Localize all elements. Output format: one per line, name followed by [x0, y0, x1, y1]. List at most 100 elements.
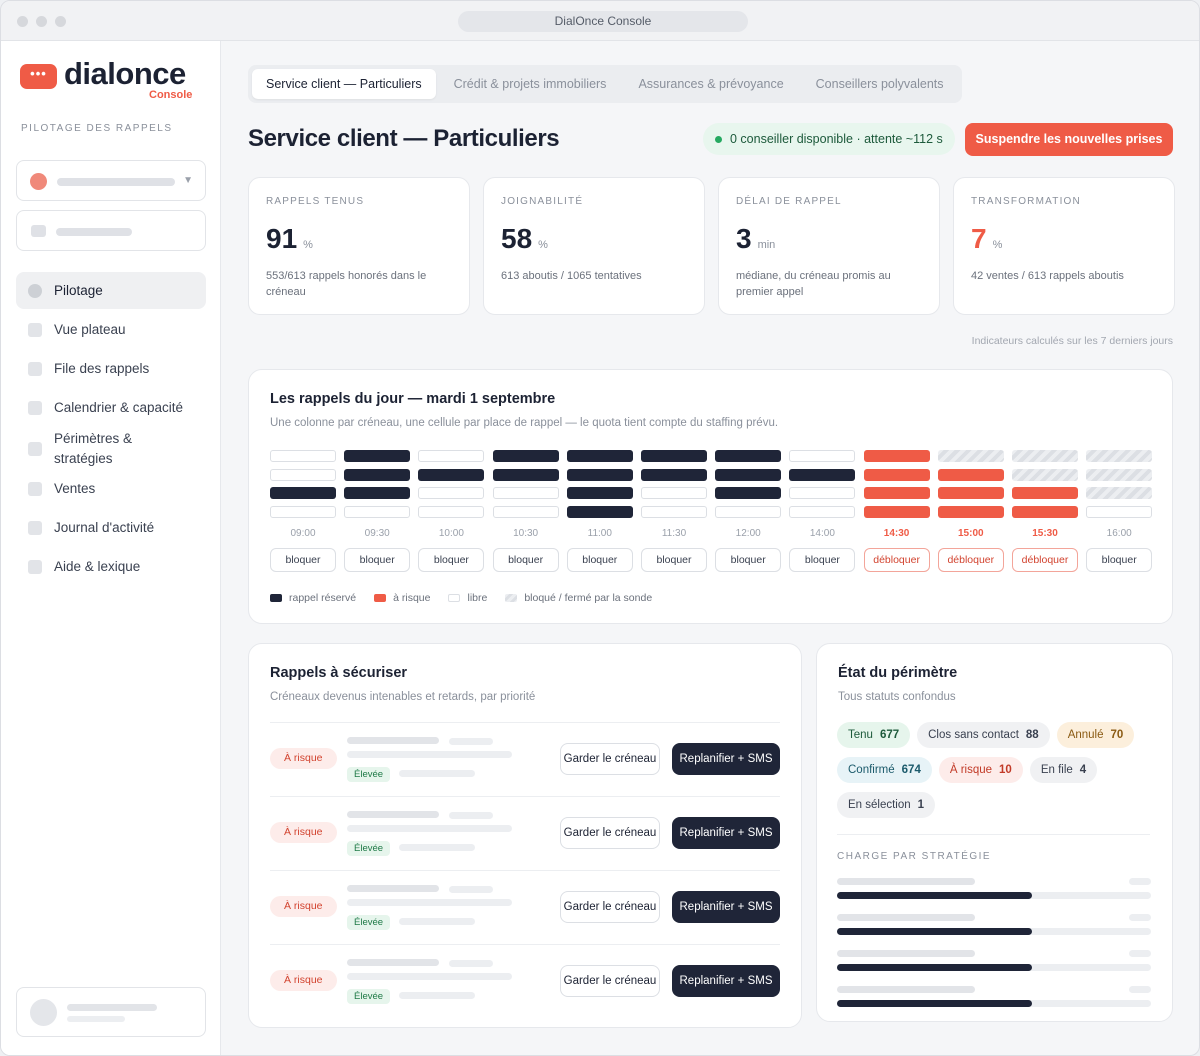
slot-cell-risk[interactable]: [937, 487, 1004, 500]
kpi-unit: %: [992, 239, 1003, 251]
tab-service-client[interactable]: Service client — Particuliers: [252, 69, 436, 99]
sidebar-item-file-des-rappels[interactable]: File des rappels: [16, 350, 206, 387]
slot-cell-res[interactable]: [715, 468, 782, 481]
block-slot-button[interactable]: bloquer: [715, 548, 782, 572]
slot-cell-res[interactable]: [492, 468, 559, 481]
slot-cell-res[interactable]: [789, 468, 856, 481]
slot-cell-free[interactable]: [418, 506, 485, 519]
slot-cell-res[interactable]: [566, 450, 633, 462]
replan-sms-button[interactable]: Replanifier + SMS: [672, 743, 780, 775]
slot-cell-free[interactable]: [270, 450, 336, 462]
status-chip[interactable]: Clos sans contact 88: [917, 722, 1050, 748]
slot-cell-risk[interactable]: [863, 506, 930, 519]
status-chip[interactable]: Confirmé 674: [837, 757, 932, 783]
slot-cell-free[interactable]: [418, 450, 485, 462]
keep-slot-button[interactable]: Garder le créneau: [560, 965, 660, 997]
slot-cell-free[interactable]: [492, 506, 559, 519]
keep-slot-button[interactable]: Garder le créneau: [560, 743, 660, 775]
keep-slot-button[interactable]: Garder le créneau: [560, 891, 660, 923]
block-slot-button[interactable]: bloquer: [492, 548, 559, 572]
sidebar-item-journal[interactable]: Journal d'activité: [16, 509, 206, 546]
status-chip[interactable]: En file 4: [1029, 757, 1098, 783]
block-slot-button[interactable]: bloquer: [1086, 548, 1153, 572]
close-window-icon[interactable]: [17, 16, 28, 27]
slot-cell-res[interactable]: [566, 468, 633, 481]
slot-cell-free[interactable]: [344, 506, 411, 519]
sidebar-item-calendrier[interactable]: Calendrier & capacité: [16, 389, 206, 426]
account-selector[interactable]: ▼: [16, 160, 206, 201]
block-slot-button[interactable]: bloquer: [641, 548, 707, 572]
tab-conseillers-polyvalents[interactable]: Conseillers polyvalents: [815, 77, 944, 91]
zoom-window-icon[interactable]: [55, 16, 66, 27]
replan-sms-button[interactable]: Replanifier + SMS: [672, 817, 780, 849]
slot-cell-res[interactable]: [715, 487, 782, 500]
secure-callbacks-subtitle: Créneaux devenus intenables et retards, …: [270, 691, 536, 703]
slot-cell-res[interactable]: [492, 450, 559, 462]
slot-cell-free[interactable]: [1086, 506, 1153, 519]
slot-cell-res[interactable]: [641, 450, 707, 462]
kpi-value: 58: [501, 223, 533, 254]
slot-cell-res[interactable]: [344, 487, 411, 500]
slot-cell-res[interactable]: [641, 468, 707, 481]
slot-cell-risk[interactable]: [863, 450, 930, 462]
secure-callbacks-card: Rappels à sécuriser Créneaux devenus int…: [248, 643, 802, 1028]
block-slot-button[interactable]: bloquer: [418, 548, 485, 572]
slot-cell-blk[interactable]: [1012, 450, 1078, 462]
slot-cell-risk[interactable]: [863, 487, 930, 500]
slot-cell-blk[interactable]: [1086, 450, 1153, 462]
unblock-slot-button[interactable]: débloquer: [863, 548, 930, 572]
slot-cell-blk[interactable]: [937, 450, 1004, 462]
text-placeholder: [449, 886, 493, 893]
slot-cell-free[interactable]: [715, 506, 782, 519]
slot-cell-free[interactable]: [641, 487, 707, 500]
slot-cell-res[interactable]: [344, 468, 411, 481]
sidebar-item-pilotage[interactable]: Pilotage: [16, 272, 206, 309]
unblock-slot-button[interactable]: débloquer: [1012, 548, 1078, 572]
slot-cell-free[interactable]: [789, 506, 856, 519]
slot-cell-res[interactable]: [418, 468, 485, 481]
slot-cell-risk[interactable]: [1012, 506, 1078, 519]
slot-cell-free[interactable]: [789, 487, 856, 500]
user-card[interactable]: [16, 987, 206, 1037]
sidebar-item-perimetres[interactable]: Périmètres & stratégies: [16, 428, 206, 470]
slot-cell-res[interactable]: [344, 450, 411, 462]
slot-cell-risk[interactable]: [1012, 487, 1078, 500]
slot-cell-blk[interactable]: [1086, 468, 1153, 481]
slot-cell-risk[interactable]: [937, 468, 1004, 481]
replan-sms-button[interactable]: Replanifier + SMS: [672, 891, 780, 923]
slot-cell-res[interactable]: [270, 487, 336, 500]
slot-cell-free[interactable]: [789, 450, 856, 462]
sidebar-item-vue-plateau[interactable]: Vue plateau: [16, 311, 206, 348]
status-chip[interactable]: En sélection 1: [837, 792, 936, 818]
account-avatar: [30, 173, 47, 190]
replan-sms-button[interactable]: Replanifier + SMS: [672, 965, 780, 997]
slot-cell-blk[interactable]: [1012, 468, 1078, 481]
slot-cell-res[interactable]: [566, 487, 633, 500]
sidebar-item-ventes[interactable]: Ventes: [16, 470, 206, 507]
slot-cell-free[interactable]: [270, 506, 336, 519]
status-chip[interactable]: Tenu 677: [837, 722, 911, 748]
slot-cell-res[interactable]: [715, 450, 782, 462]
slot-cell-risk[interactable]: [863, 468, 930, 481]
unblock-slot-button[interactable]: débloquer: [937, 548, 1004, 572]
slot-cell-free[interactable]: [641, 506, 707, 519]
sidebar-item-aide[interactable]: Aide & lexique: [16, 548, 206, 585]
suspend-button[interactable]: Suspendre les nouvelles prises: [965, 123, 1173, 156]
block-slot-button[interactable]: bloquer: [270, 548, 336, 572]
block-slot-button[interactable]: bloquer: [566, 548, 633, 572]
slot-cell-risk[interactable]: [937, 506, 1004, 519]
tab-assurances[interactable]: Assurances & prévoyance: [638, 77, 784, 91]
search-field[interactable]: [16, 210, 206, 251]
block-slot-button[interactable]: bloquer: [789, 548, 856, 572]
minimize-window-icon[interactable]: [36, 16, 47, 27]
keep-slot-button[interactable]: Garder le créneau: [560, 817, 660, 849]
slot-cell-free[interactable]: [418, 487, 485, 500]
slot-cell-blk[interactable]: [1086, 487, 1153, 500]
block-slot-button[interactable]: bloquer: [344, 548, 411, 572]
slot-cell-free[interactable]: [270, 468, 336, 481]
status-chip[interactable]: À risque 10: [938, 757, 1023, 783]
slot-cell-res[interactable]: [566, 506, 633, 519]
slot-cell-free[interactable]: [492, 487, 559, 500]
tab-credit-immobilier[interactable]: Crédit & projets immobiliers: [453, 77, 607, 91]
status-chip[interactable]: Annulé 70: [1056, 722, 1135, 748]
